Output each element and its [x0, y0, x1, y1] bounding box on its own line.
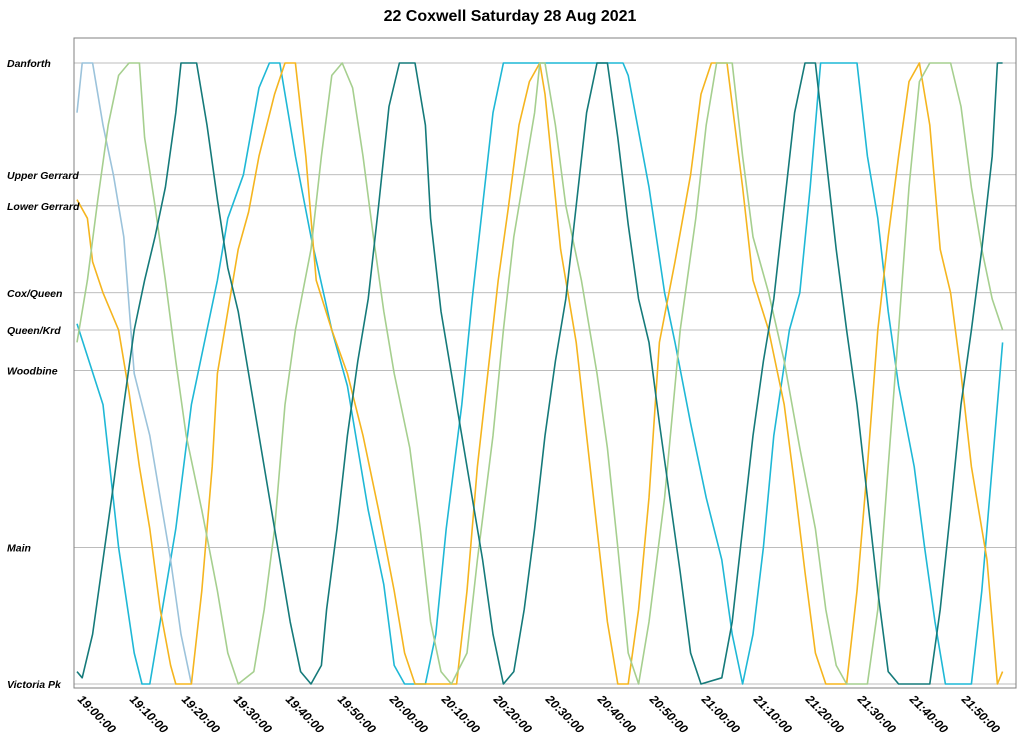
- y-stop-label: Main: [7, 542, 31, 554]
- series-line-4: [76, 62, 1003, 685]
- y-stop-label: Danforth: [7, 58, 51, 70]
- x-tick-label: 20:10:00: [438, 692, 483, 737]
- x-tick-label: 21:40:00: [906, 692, 951, 737]
- x-tick-label: 20:20:00: [490, 692, 535, 737]
- chart-title: 22 Coxwell Saturday 28 Aug 2021: [384, 8, 637, 25]
- y-stop-label: Upper Gerrard: [7, 170, 79, 182]
- y-stop-label: Cox/Queen: [7, 288, 62, 300]
- x-tick-label: 20:00:00: [386, 692, 431, 737]
- x-tick-label: 21:20:00: [802, 692, 847, 737]
- x-tick-label: 19:50:00: [335, 692, 379, 736]
- y-stop-label: Queen/Krd: [7, 325, 61, 337]
- x-tick-label: 19:10:00: [127, 692, 171, 736]
- y-stop-label: Lower Gerrard: [7, 201, 80, 213]
- x-tick-label: 20:50:00: [646, 692, 691, 737]
- x-tick-label: 19:40:00: [283, 692, 327, 736]
- series-line-0: [76, 62, 1004, 685]
- series-lines: [76, 62, 1004, 685]
- series-line-1: [76, 62, 193, 685]
- x-tick-label: 21:50:00: [958, 692, 1003, 737]
- x-tick-label: 19:30:00: [231, 692, 275, 736]
- series-line-2: [76, 62, 1004, 685]
- x-tick-label: 20:30:00: [542, 692, 587, 737]
- x-tick-label: 19:00:00: [75, 692, 119, 736]
- x-tick-label: 20:40:00: [594, 692, 639, 737]
- x-tick-label: 19:20:00: [179, 692, 223, 736]
- y-stop-label: Woodbine: [7, 365, 58, 377]
- series-line-3: [76, 62, 1004, 685]
- plot-area: [73, 37, 1017, 689]
- x-tick-label: 21:00:00: [698, 692, 743, 737]
- y-stop-label: Victoria Pk: [7, 679, 62, 691]
- x-tick-label: 21:30:00: [854, 692, 899, 737]
- y-axis-stop-labels: Danforth Upper Gerrard Lower Gerrard Cox/Qu…: [7, 58, 80, 691]
- x-tick-label: 21:10:00: [750, 692, 795, 737]
- x-axis-tick-labels: 19:00:00 19:10:00 19:20:00 19:30:00 19:40:00…: [75, 692, 1003, 737]
